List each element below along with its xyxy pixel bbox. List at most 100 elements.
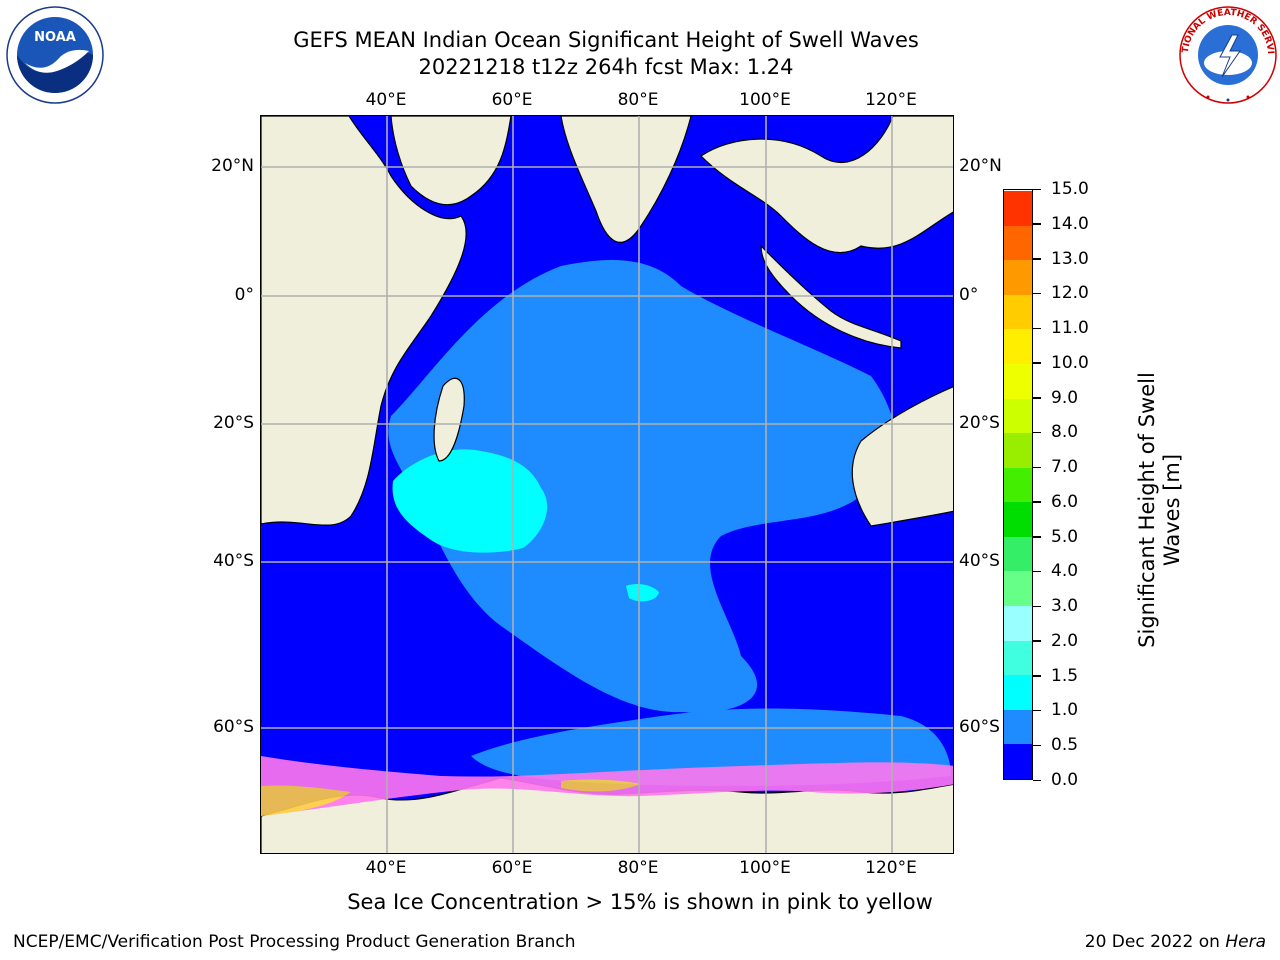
lat-tick-left-20s: 20°S bbox=[213, 413, 254, 433]
lon-tick-top-120e: 120°E bbox=[865, 90, 917, 110]
colorbar-tick-mark bbox=[1033, 258, 1041, 260]
colorbar bbox=[1003, 189, 1033, 780]
colorbar-tick-label: 12.0 bbox=[1051, 283, 1089, 304]
lat-tick-right-20n: 20°N bbox=[959, 156, 1002, 176]
lon-tick-bottom-120e: 120°E bbox=[865, 858, 917, 878]
colorbar-segment bbox=[1004, 225, 1032, 261]
land-india bbox=[560, 116, 692, 243]
colorbar-tick-mark bbox=[1033, 605, 1041, 608]
colorbar-segment bbox=[1004, 432, 1032, 468]
lon-tick-bottom-60e: 60°E bbox=[491, 858, 533, 878]
colorbar-tick-label: 4.0 bbox=[1051, 561, 1079, 582]
colorbar-tick-label: 11.0 bbox=[1051, 318, 1089, 339]
colorbar-label-line1: Significant Height of Swell bbox=[1135, 372, 1159, 648]
swell-height-map bbox=[261, 116, 953, 853]
lon-tick-bottom-80e: 80°E bbox=[617, 858, 659, 878]
lat-tick-right-20s: 20°S bbox=[959, 413, 1000, 433]
colorbar-segment bbox=[1004, 363, 1032, 399]
colorbar-tick-mark bbox=[1033, 327, 1041, 330]
colorbar-tick-mark bbox=[1033, 223, 1041, 225]
land-se-asia bbox=[700, 116, 953, 254]
colorbar-tick-label: 9.0 bbox=[1051, 387, 1079, 408]
credit-date-text: 20 Dec 2022 on bbox=[1084, 932, 1226, 952]
colorbar-segment bbox=[1004, 674, 1032, 710]
sea-ice-high-2 bbox=[561, 779, 641, 792]
lat-tick-right-0: 0° bbox=[959, 285, 979, 305]
lat-tick-left-20n: 20°N bbox=[211, 156, 254, 176]
colorbar-tick-label: 0.5 bbox=[1051, 735, 1079, 756]
colorbar-tick-mark bbox=[1033, 501, 1041, 503]
colorbar-tick-mark bbox=[1033, 292, 1041, 295]
land-africa bbox=[261, 116, 467, 526]
colorbar-tick-mark bbox=[1033, 709, 1041, 712]
lat-tick-left-60s: 60°S bbox=[213, 717, 254, 737]
colorbar-tick-mark bbox=[1033, 640, 1041, 642]
colorbar-tick-mark bbox=[1033, 188, 1041, 190]
sea-ice-high bbox=[261, 785, 351, 816]
colorbar-tick-label: 14.0 bbox=[1051, 213, 1089, 234]
colorbar-segment bbox=[1004, 259, 1032, 295]
colorbar-tick-label: 1.0 bbox=[1051, 700, 1079, 721]
lat-tick-right-60s: 60°S bbox=[959, 717, 1000, 737]
lon-tick-top-100e: 100°E bbox=[739, 90, 791, 110]
colorbar-tick-label: 15.0 bbox=[1051, 179, 1089, 199]
colorbar-segment bbox=[1004, 328, 1032, 364]
colorbar-segment bbox=[1004, 467, 1032, 503]
credit-branch: NCEP/EMC/Verification Post Processing Pr… bbox=[13, 932, 576, 952]
land-indonesia bbox=[760, 244, 902, 349]
sea-ice-footnote: Sea Ice Concentration > 15% is shown in … bbox=[347, 890, 933, 914]
colorbar-label: Significant Height of Swell Waves [m] bbox=[1135, 360, 1185, 660]
colorbar-segment bbox=[1004, 536, 1032, 572]
colorbar-tick-label: 2.0 bbox=[1051, 630, 1079, 651]
graticule bbox=[261, 116, 953, 853]
noaa-logo: NOAA bbox=[6, 6, 104, 104]
nws-logo: NATIONAL WEATHER SERVICE bbox=[1178, 5, 1277, 104]
colorbar-tick-label: 3.0 bbox=[1051, 596, 1079, 617]
colorbar-label-line2: Waves [m] bbox=[1160, 453, 1184, 567]
colorbar-segment bbox=[1004, 501, 1032, 537]
lon-tick-bottom-40e: 40°E bbox=[365, 858, 407, 878]
colorbar-tick-label: 7.0 bbox=[1051, 457, 1079, 478]
colorbar-tick-label: 1.5 bbox=[1051, 665, 1079, 686]
colorbar-tick-mark bbox=[1033, 362, 1041, 364]
colorbar-tick-mark bbox=[1033, 570, 1041, 573]
colorbar-tick-mark bbox=[1033, 744, 1041, 747]
colorbar-tick-mark bbox=[1033, 397, 1041, 399]
ocean-swell-high-small bbox=[626, 584, 659, 602]
colorbar-tick-label: 8.0 bbox=[1051, 422, 1079, 443]
noaa-logo-text: NOAA bbox=[34, 30, 76, 45]
ocean-swell-medium bbox=[388, 260, 896, 713]
colorbar-segment bbox=[1004, 398, 1032, 434]
colorbar-tick-mark bbox=[1033, 431, 1041, 434]
lon-tick-top-40e: 40°E bbox=[365, 90, 407, 110]
ocean-swell-high bbox=[392, 449, 548, 553]
lon-tick-bottom-100e: 100°E bbox=[739, 858, 791, 878]
colorbar-tick-mark bbox=[1033, 675, 1041, 677]
colorbar-tick-mark bbox=[1033, 466, 1041, 469]
credit-date: 20 Dec 2022 on Hera bbox=[1085, 932, 1266, 952]
colorbar-segment bbox=[1004, 640, 1032, 676]
credit-host: Hera bbox=[1225, 932, 1266, 952]
map-panel bbox=[260, 115, 954, 854]
colorbar-segment bbox=[1004, 605, 1032, 641]
sea-ice bbox=[261, 756, 953, 816]
colorbar-tick-label: 13.0 bbox=[1051, 248, 1089, 269]
colorbar-segment bbox=[1004, 709, 1032, 745]
land-madagascar bbox=[433, 377, 465, 462]
colorbar-tick-mark bbox=[1033, 536, 1041, 538]
colorbar-tick-label: 5.0 bbox=[1051, 526, 1079, 547]
colorbar-segment bbox=[1004, 190, 1032, 226]
lat-tick-left-0: 0° bbox=[234, 285, 254, 305]
colorbar-tick-label: 6.0 bbox=[1051, 491, 1079, 512]
lat-tick-right-40s: 40°S bbox=[959, 551, 1000, 571]
lon-tick-top-80e: 80°E bbox=[617, 90, 659, 110]
chart-title: GEFS MEAN Indian Ocean Significant Heigh… bbox=[293, 28, 919, 52]
colorbar-segment bbox=[1004, 743, 1032, 779]
colorbar-segment bbox=[1004, 570, 1032, 607]
land-arabia bbox=[390, 116, 512, 206]
chart-subtitle: 20221218 t12z 264h fcst Max: 1.24 bbox=[418, 55, 794, 79]
lat-tick-left-40s: 40°S bbox=[213, 551, 254, 571]
lon-tick-top-60e: 60°E bbox=[491, 90, 533, 110]
land-masses bbox=[261, 116, 953, 853]
land-australia bbox=[851, 386, 953, 527]
